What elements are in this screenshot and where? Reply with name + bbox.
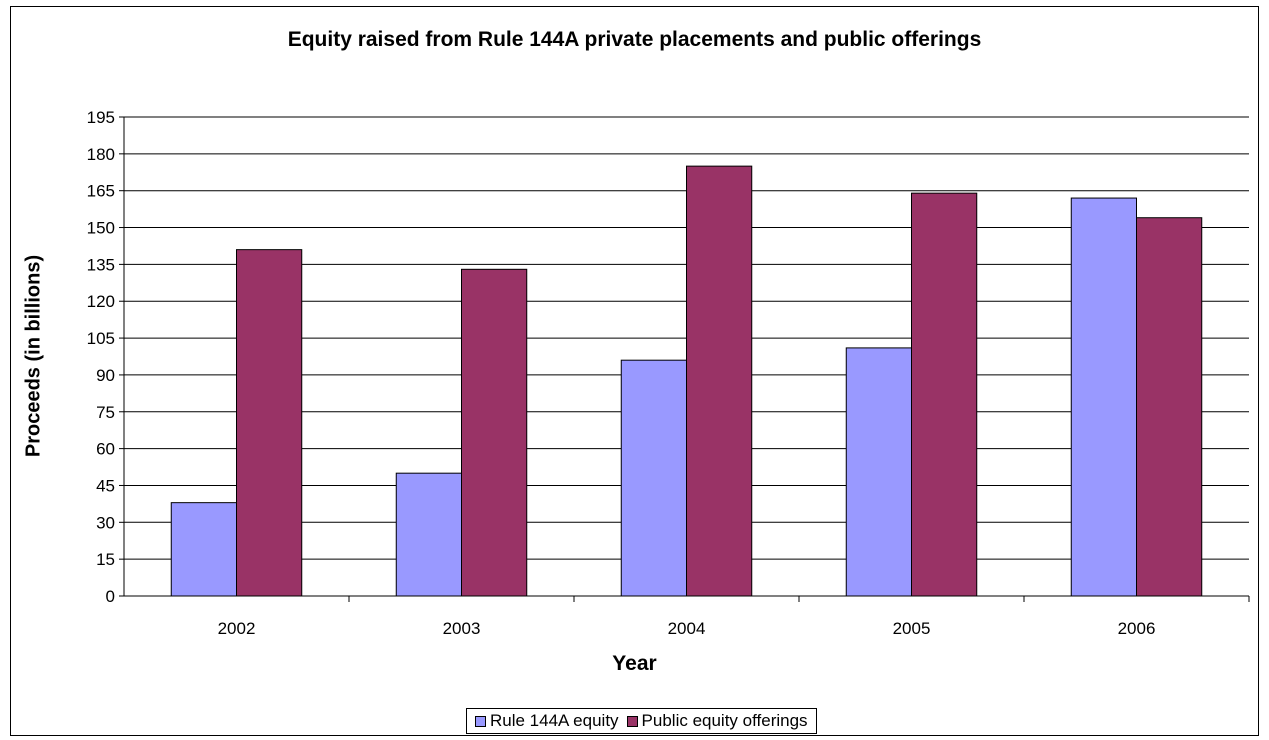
bar-public-equity-2004 [686,165,753,597]
bar-public-equity-2006 [1136,217,1203,597]
legend-label-rule-144a: Rule 144A equity [490,711,619,730]
y-tick-label: 105 [87,329,115,348]
legend: Rule 144A equity Public equity offerings [466,708,817,734]
bar-rule-144a-2003 [395,472,462,597]
x-axis-label: Year [612,652,657,675]
y-tick-label: 180 [87,145,115,164]
y-tick-label: 165 [87,182,115,201]
bars [170,165,1203,597]
x-tick-label: 2004 [668,619,706,638]
bar-public-equity-2002 [236,249,303,597]
legend-label-public-equity: Public equity offerings [641,711,808,730]
bar-rule-144a-2002 [170,502,237,597]
y-tick-label: 195 [87,108,115,127]
y-tick-label: 150 [87,219,115,238]
legend-item-rule-144a: Rule 144A equity [475,711,619,731]
x-tick-label: 2002 [218,619,256,638]
y-tick-label: 75 [96,403,115,422]
legend-item-public-equity: Public equity offerings [626,711,808,731]
bar-rule-144a-2004 [620,359,687,597]
y-tick-label: 30 [96,513,115,532]
x-tick-label: 2005 [893,619,931,638]
axes [119,116,1250,602]
y-tick-label: 90 [96,366,115,385]
bar-public-equity-2005 [911,192,978,597]
legend-swatch-public-equity [626,715,638,727]
legend-swatch-rule-144a [475,715,486,727]
y-tick-label: 135 [87,255,115,274]
bar-rule-144a-2005 [845,347,912,597]
y-tick-label: 15 [96,550,115,569]
bar-rule-144a-2006 [1070,197,1137,597]
y-tick-label: 60 [96,440,115,459]
y-axis-label: Proceeds (in billions) [22,254,45,458]
bar-public-equity-2003 [461,268,528,597]
x-tick-label: 2006 [1118,619,1156,638]
y-tick-label: 45 [96,476,115,495]
y-tick-label: 120 [87,292,115,311]
x-tick-label: 2003 [443,619,481,638]
y-tick-label: 0 [106,587,115,606]
chart-title: Equity raised from Rule 144A private pla… [287,28,982,51]
y-tick-labels: 0 15 30 45 60 75 90 105 120 135 150 165 180 195 [87,108,115,606]
x-tick-labels: 2002 2003 2004 2005 2006 [218,619,1156,638]
